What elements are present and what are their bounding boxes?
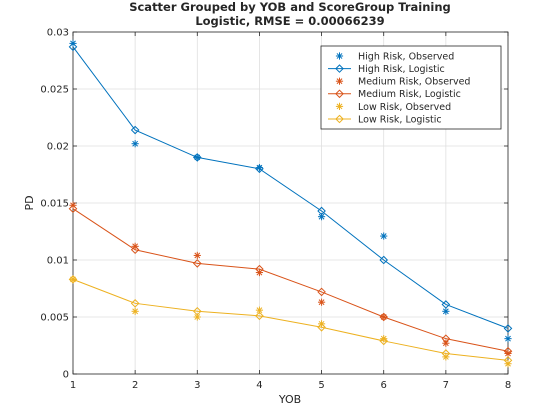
y-tick-label: 0.01 <box>47 256 69 267</box>
legend-box <box>320 45 502 130</box>
legend-marker <box>335 77 344 85</box>
data-point-high-risk-logistic <box>503 324 513 333</box>
data-point-high-risk-logistic <box>441 300 451 309</box>
legend-entry-label: Low Risk, Logistic <box>358 114 442 125</box>
data-point-low-risk-logistic <box>503 356 513 365</box>
data-point-low-risk-logistic <box>317 322 326 332</box>
data-point-high-risk-observed <box>380 232 388 240</box>
y-axis-label: PD <box>23 195 36 210</box>
data-point-high-risk-observed <box>442 307 450 315</box>
data-point-high-risk-observed <box>131 140 139 148</box>
legend-entry-label: Medium Risk, Logistic <box>358 89 461 100</box>
x-tick-label: 5 <box>318 380 324 391</box>
legend-entry-label: Medium Risk, Observed <box>358 77 470 88</box>
legend: High Risk, Observed High Risk, Logistic Me… <box>320 45 502 130</box>
data-point-low-risk-logistic <box>192 306 202 316</box>
data-point-low-risk-logistic <box>441 349 451 358</box>
data-point-low-risk-logistic <box>68 275 78 284</box>
data-point-high-risk-logistic <box>255 164 264 174</box>
legend-marker <box>335 89 344 99</box>
data-point-medium-risk-observed <box>317 298 326 306</box>
series-layer <box>68 39 513 368</box>
y-axis: 0 0.005 0.01 0.015 0.02 0.025 0.03 <box>40 28 508 381</box>
y-tick-label: 0.005 <box>40 313 69 324</box>
x-tick-label: 8 <box>505 380 511 391</box>
data-point-low-risk-logistic <box>130 299 140 308</box>
x-tick-label: 4 <box>256 380 262 391</box>
data-point-medium-risk-logistic <box>379 312 389 322</box>
data-point-medium-risk-logistic <box>68 204 78 214</box>
series-high-risk-logistic <box>68 42 513 333</box>
legend-entry-label: High Risk, Observed <box>358 51 454 62</box>
legend-entry-label: High Risk, Logistic <box>358 64 445 75</box>
legend-marker <box>335 114 344 124</box>
series-line-medium-risk-logistic <box>72 208 509 352</box>
x-tick-label: 1 <box>70 380 76 391</box>
x-axis: 1 2 3 4 5 6 7 8 <box>70 32 511 391</box>
data-point-high-risk-observed <box>504 335 512 343</box>
data-point-high-risk-logistic <box>192 153 202 162</box>
data-point-medium-risk-logistic <box>130 245 140 255</box>
series-line-high-risk-logistic <box>72 46 509 329</box>
y-tick-label: 0.015 <box>40 199 69 210</box>
y-tick-label: 0.02 <box>47 142 69 153</box>
chart-subtitle: Logistic, RMSE = 0.00066239 <box>195 14 384 28</box>
x-tick-label: 2 <box>132 380 138 391</box>
y-tick-label: 0.03 <box>47 28 69 39</box>
y-tick-label: 0 <box>63 370 69 381</box>
data-point-medium-risk-logistic <box>255 264 264 274</box>
data-point-low-risk-logistic <box>255 311 264 321</box>
data-point-medium-risk-logistic <box>192 259 202 268</box>
data-point-high-risk-logistic <box>68 42 78 52</box>
data-point-high-risk-logistic <box>130 125 140 135</box>
data-point-medium-risk-logistic <box>317 287 326 297</box>
data-point-low-risk-logistic <box>379 336 389 346</box>
legend-entry-label: Low Risk, Observed <box>358 102 451 113</box>
data-point-high-risk-logistic <box>379 255 389 265</box>
x-axis-label: YOB <box>278 393 301 406</box>
data-point-medium-risk-observed <box>193 251 201 260</box>
series-medium-risk-observed <box>69 201 512 358</box>
series-line-low-risk-logistic <box>72 278 509 361</box>
y-tick-label: 0.025 <box>40 85 69 96</box>
series-low-risk-observed <box>69 275 512 368</box>
data-point-medium-risk-observed <box>442 339 450 347</box>
series-low-risk-logistic <box>68 275 513 365</box>
legend-marker <box>335 52 344 60</box>
data-point-medium-risk-logistic <box>503 346 513 356</box>
data-point-low-risk-observed <box>131 307 139 315</box>
legend-marker <box>335 102 344 110</box>
data-point-medium-risk-logistic <box>441 334 451 343</box>
x-tick-label: 3 <box>194 380 200 391</box>
chart-title: Scatter Grouped by YOB and ScoreGroup Tr… <box>129 0 451 14</box>
x-tick-label: 6 <box>381 380 387 391</box>
data-point-high-risk-logistic <box>317 206 326 216</box>
legend-marker <box>335 64 344 73</box>
series-medium-risk-logistic <box>68 204 513 356</box>
x-tick-label: 7 <box>443 380 449 391</box>
